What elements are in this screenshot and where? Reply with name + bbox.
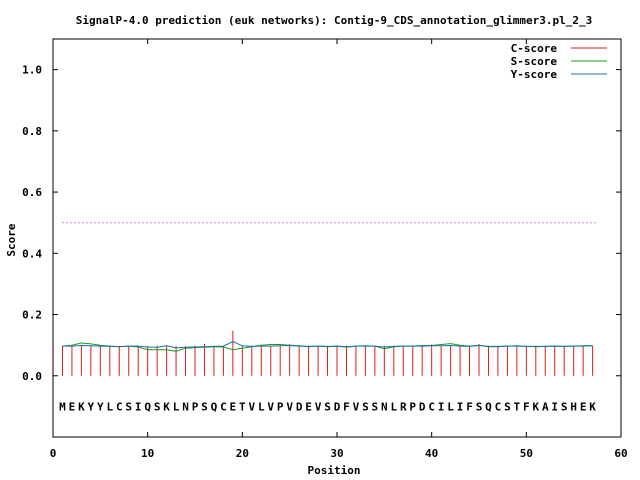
sequence-residue: L [390,400,397,413]
chart-title: SignalP-4.0 prediction (euk networks): C… [76,14,593,27]
x-tick-label: 40 [425,447,438,460]
sequence-residue: S [372,400,379,413]
sequence-residue: E [69,400,76,413]
sequence-residue: V [286,400,293,413]
sequence-residue: V [353,400,360,413]
y-tick-label: 0.4 [22,247,42,260]
sequence-residue: P [192,400,199,413]
y-tick-label: 1.0 [22,64,42,77]
sequence-residue: F [523,400,530,413]
sequence-residue: L [258,400,265,413]
score-lines [62,340,593,352]
x-tick-label: 20 [236,447,249,460]
legend-label-c-score: C-score [511,42,558,55]
sequence-residue: K [78,400,85,413]
c-score-impulses [61,330,594,376]
sequence-residue: R [400,400,407,413]
sequence-residue: P [277,400,284,413]
sequence-residue: L [447,400,454,413]
sequence-residue: L [106,400,113,413]
sequence-residue: S [504,400,511,413]
y-tick-label: 0.6 [22,186,42,199]
sequence-residue: N [381,400,388,413]
legend-label-s-score: S-score [511,55,558,68]
sequence-residue: C [116,400,123,413]
x-tick-label: 60 [614,447,627,460]
sequence-residue: C [495,400,502,413]
sequence-residue: I [551,400,558,413]
y-tick-label: 0.0 [22,370,42,383]
sequence-residue: K [163,400,170,413]
sequence-residue: M [59,400,66,413]
y-tick-label: 0.8 [22,125,42,138]
y-axis-label: Score [5,223,18,256]
sequence-residue: Q [144,400,151,413]
sequence-residue: S [201,400,208,413]
sequence-residue: F [343,400,350,413]
sequence-residue: S [476,400,483,413]
sequence-residue: D [419,400,426,413]
sequence-residue: L [173,400,180,413]
sequence-residue: T [239,400,246,413]
sequence-residue: Q [485,400,492,413]
x-tick-label: 30 [330,447,343,460]
sequence-residue: V [315,400,322,413]
x-tick-label: 10 [141,447,154,460]
sequence-residue: A [542,400,549,413]
sequence-residue: K [589,400,596,413]
sequence-residue: N [182,400,189,413]
sequence-residue: D [296,400,303,413]
sequence-residue: I [135,400,142,413]
sequence-residue: V [248,400,255,413]
sequence-residue: E [580,400,587,413]
sequence-residue: E [230,400,237,413]
x-tick-label: 0 [50,447,57,460]
sequence-residue: I [438,400,445,413]
x-tick-label: 50 [520,447,533,460]
sequence-residue: Q [211,400,218,413]
sequence-residue: I [457,400,464,413]
sequence-residue: D [334,400,341,413]
sequence-residue: K [532,400,539,413]
sequence-residue: P [409,400,416,413]
y-tick-label: 0.2 [22,309,42,322]
sequence-residue: S [362,400,369,413]
sequence-residue: C [428,400,435,413]
sequence-residue: S [154,400,161,413]
sequence-residue: S [324,400,331,413]
sequence-residue: T [514,400,521,413]
axes: 0 10 20 30 40 50 60 0.0 0.2 0.4 0.6 0.8 1.0 [22,39,628,460]
sequence-residue: Y [97,400,104,413]
sequence-residue: F [466,400,473,413]
sequence-residue: S [561,400,568,413]
sequence-residue: E [305,400,312,413]
legend-label-y-score: Y-score [511,68,558,81]
sequence-residue: S [125,400,132,413]
x-axis-label: Position [308,464,361,477]
plot-frame [52,38,622,438]
sequence-residue: V [267,400,274,413]
sequence-residue: H [570,400,577,413]
sequence-residue: Y [88,400,95,413]
y-score-line [62,340,593,349]
sequence-residue: C [220,400,227,413]
